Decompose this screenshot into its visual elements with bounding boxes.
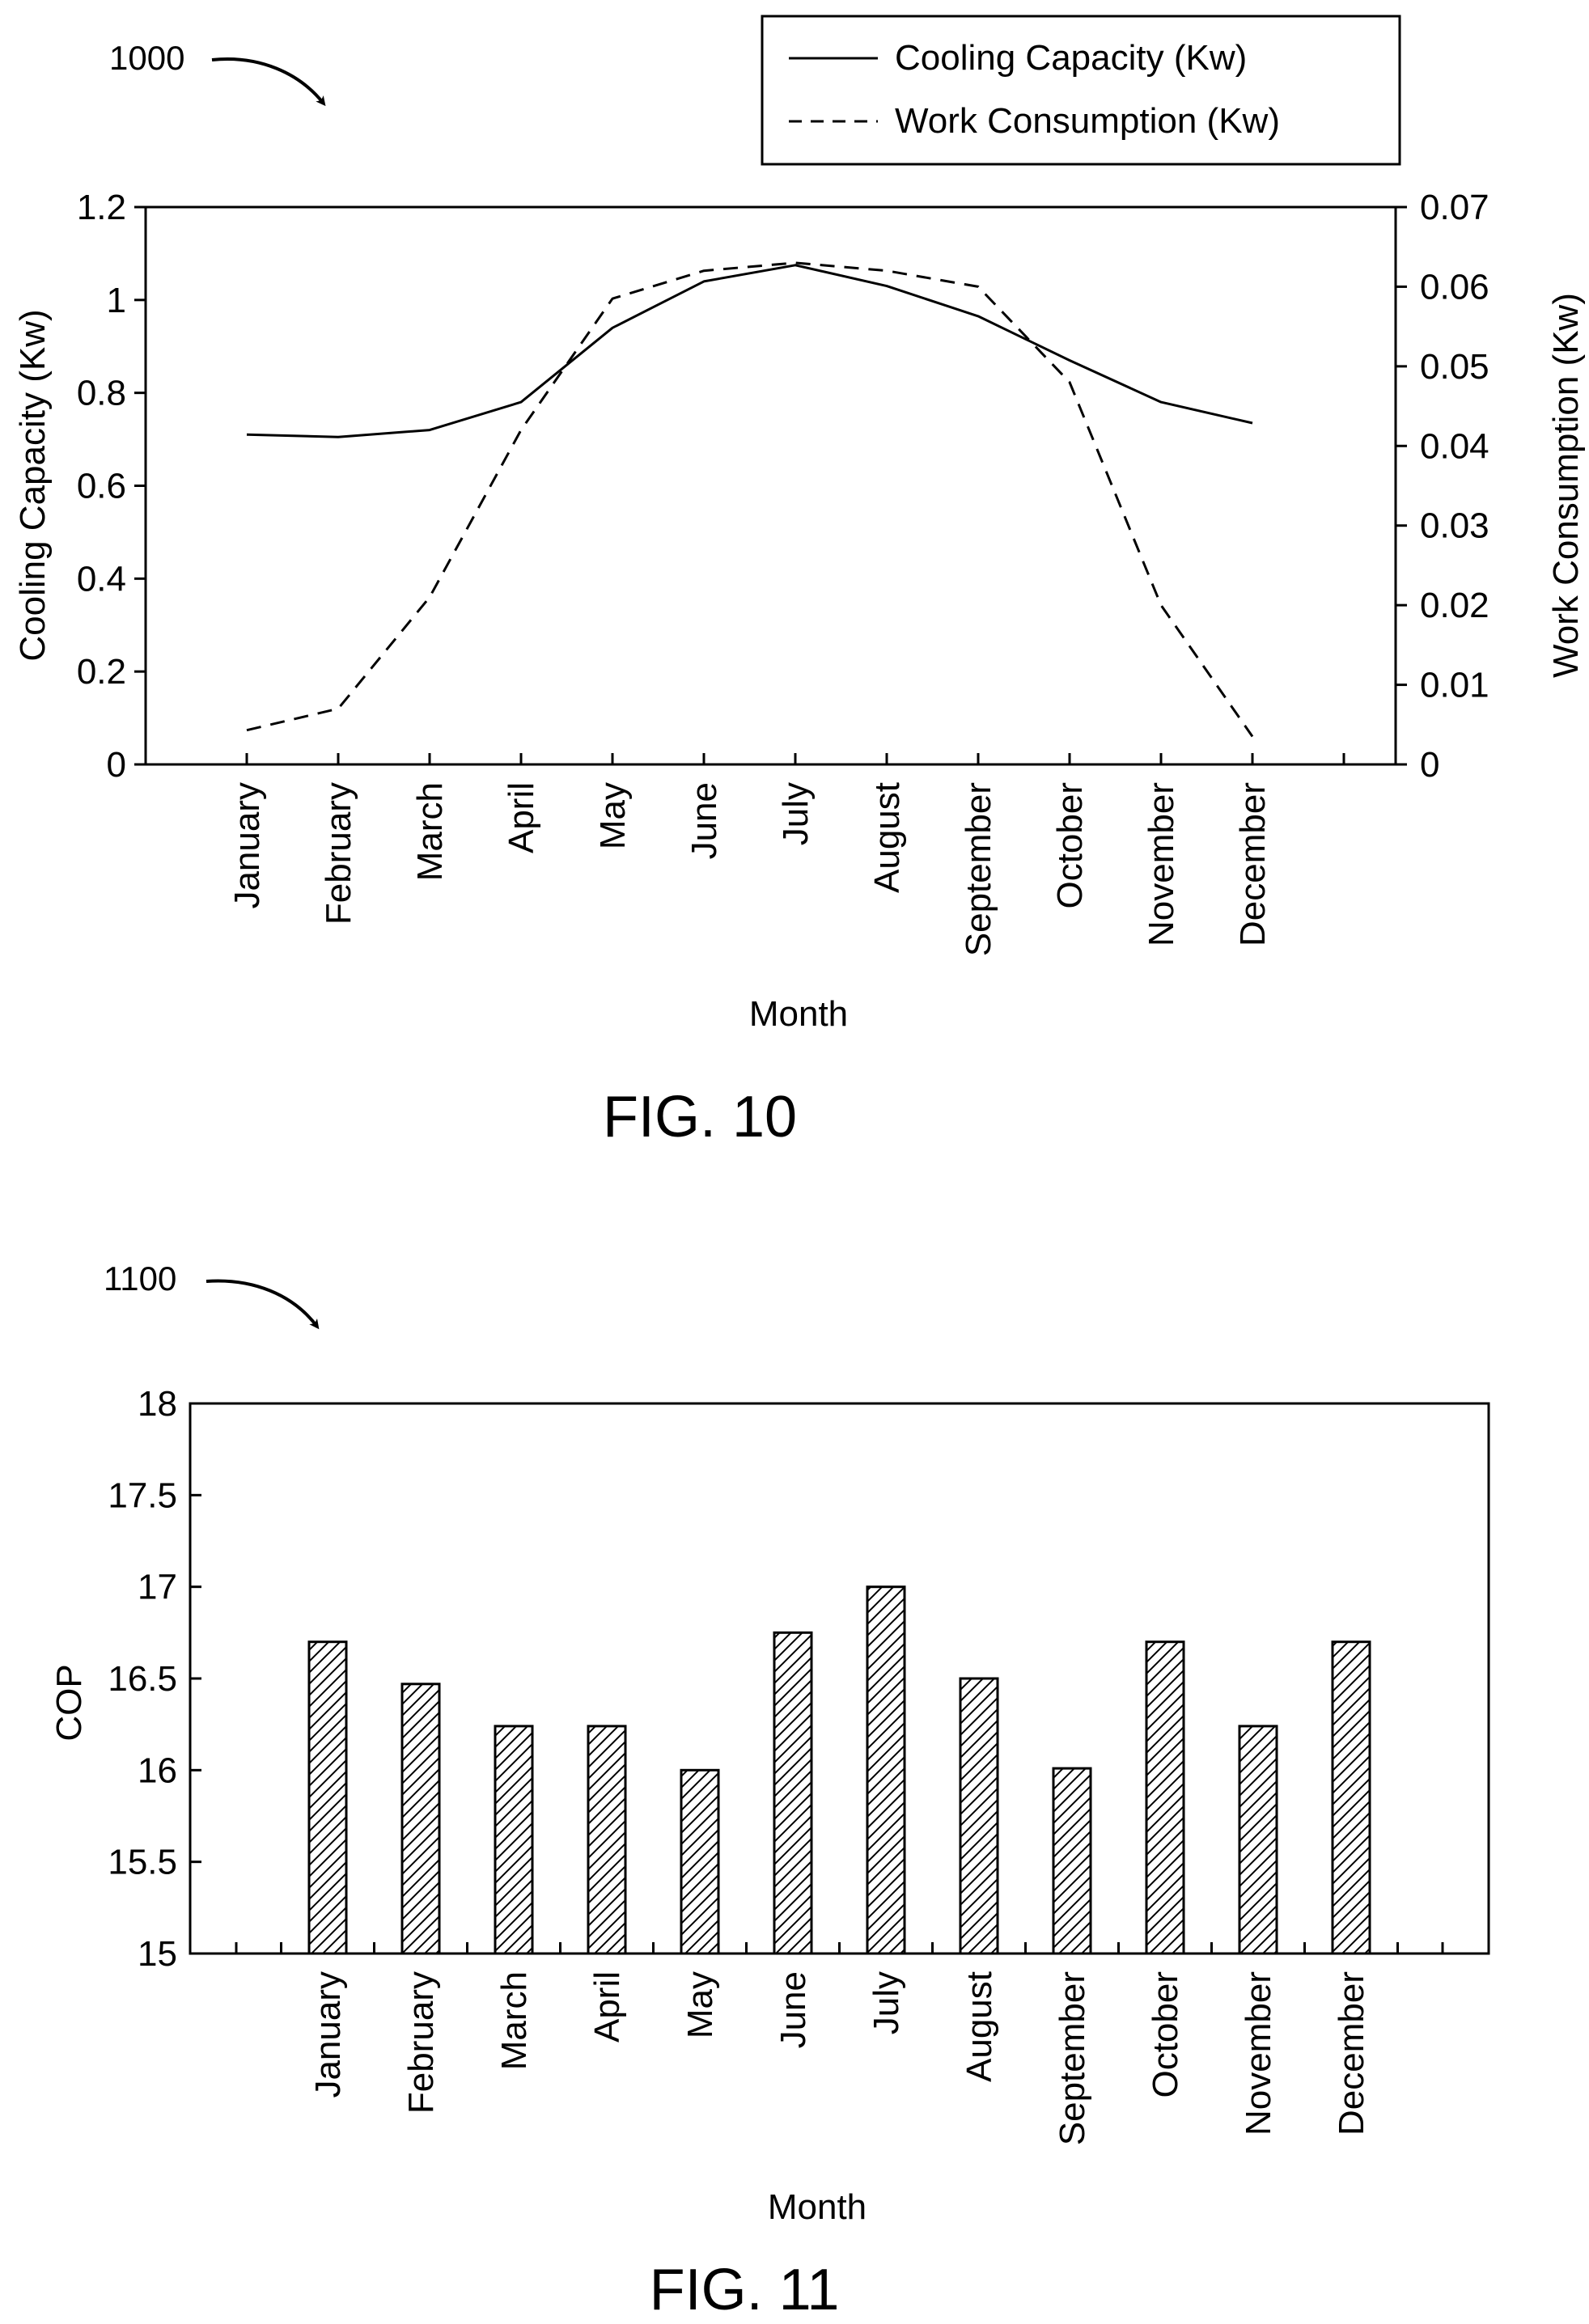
fig10-x-tick-label: May — [593, 782, 633, 849]
fig10-series — [246, 261, 1254, 738]
fig11-bar — [587, 1725, 627, 1955]
fig11-y-tick-label: 17 — [138, 1568, 177, 1607]
fig11-y-tick-label: 15.5 — [108, 1843, 177, 1882]
fig10-left-tick-label: 0 — [107, 745, 126, 785]
fig10-left-tick-label: 0.4 — [77, 559, 126, 599]
fig10-x-axis: January February March April May June July Augu… — [227, 753, 1345, 956]
fig11-x-tick-label: May — [680, 1971, 720, 2038]
fig11-x-tick-label: September — [1053, 1971, 1092, 2145]
fig11-bar — [1052, 1767, 1092, 1955]
fig10-y2-axis-title: Work Consumption (Kw) — [1546, 293, 1586, 678]
figure-11-reference: 1100 — [104, 1259, 176, 1297]
fig10-right-axis: 0 0.01 0.02 0.03 0.04 0.05 0.06 0.07 — [1396, 188, 1489, 785]
fig10-x-tick-label: July — [776, 782, 816, 845]
fig10-left-tick-label: 1.2 — [77, 188, 126, 227]
fig11-bars — [307, 1585, 1371, 1955]
fig10-legend-label-work: Work Consumption (Kw) — [895, 101, 1280, 141]
fig10-x-axis-title: Month — [749, 994, 848, 1034]
figure-11-reference-arrow — [206, 1279, 320, 1330]
fig11-y-tick-label: 17.5 — [108, 1475, 177, 1515]
fig10-series-cooling-capacity — [246, 264, 1253, 438]
fig11-x-tick-label: October — [1146, 1971, 1185, 2098]
fig11-y-tick-label: 15 — [138, 1934, 177, 1974]
fig11-bar — [400, 1683, 441, 1955]
fig10-series-work-consumption — [246, 261, 1254, 738]
fig11-bar — [866, 1585, 906, 1955]
fig10-x-tick-label: April — [502, 782, 541, 853]
fig11-bar — [1145, 1640, 1185, 1955]
fig11-bar — [307, 1640, 348, 1955]
fig10-plot-frame — [144, 205, 1397, 766]
fig10-legend-box — [761, 15, 1401, 166]
fig11-plot-frame — [189, 1402, 1490, 1955]
fig11-chart: 15 15.5 16 16.5 17 17.5 18 January February Marc… — [49, 1384, 1490, 2227]
fig10-x-tick-label: October — [1050, 782, 1090, 909]
fig11-y-axis-title: COP — [49, 1664, 89, 1741]
fig10-right-tick-label: 0.07 — [1420, 188, 1489, 227]
fig11-y-tick-label: 16.5 — [108, 1659, 177, 1699]
fig10-right-tick-label: 0.06 — [1420, 267, 1489, 307]
fig10-left-tick-label: 0.2 — [77, 652, 126, 692]
fig11-x-tick-label: December — [1332, 1971, 1371, 2136]
fig11-x-tick-label: February — [401, 1971, 441, 2114]
fig10-x-tick-label: November — [1142, 782, 1181, 946]
fig10-right-tick-label: 0.05 — [1420, 347, 1489, 387]
fig10-right-tick-label: 0.01 — [1420, 666, 1489, 705]
figure-10-caption: FIG. 10 — [603, 1085, 797, 1149]
fig11-x-tick-label: July — [867, 1971, 906, 2034]
fig10-legend-label-cooling: Cooling Capacity (Kw) — [895, 38, 1247, 78]
fig10-left-tick-label: 0.6 — [77, 467, 126, 506]
fig10-x-tick-label: December — [1233, 782, 1273, 946]
fig11-y-tick-label: 16 — [138, 1750, 177, 1790]
fig11-x-axis-title: Month — [768, 2187, 867, 2227]
fig11-y-axis: 15 15.5 16 16.5 17 17.5 18 — [108, 1384, 201, 1974]
fig11-y-tick-label: 18 — [138, 1384, 177, 1424]
fig10-right-tick-label: 0.02 — [1420, 586, 1489, 625]
fig10-x-tick-label: March — [410, 782, 450, 881]
fig11-bar — [1331, 1640, 1371, 1955]
fig10-x-tick-label: September — [959, 782, 998, 956]
fig10-right-tick-label: 0.04 — [1420, 426, 1489, 466]
fig10-right-tick-label: 0 — [1420, 745, 1439, 785]
fig11-x-tick-label: June — [773, 1971, 813, 2048]
fig11-x-tick-label: January — [308, 1971, 348, 2098]
fig10-chart: 00.20.40.60.811.2 00.010.020.030.040.050… — [13, 188, 1586, 1034]
figure-10-reference: 1000 — [109, 39, 184, 77]
fig11-x-tick-label: November — [1239, 1971, 1278, 2136]
fig11-x-tick-label: March — [494, 1971, 534, 2070]
fig11-x-axis: January February March April May June July Augu… — [235, 1942, 1444, 2145]
fig10-legend: Cooling Capacity (Kw) Work Consumption (… — [761, 15, 1401, 166]
fig10-y-axis-title: Cooling Capacity (Kw) — [13, 309, 53, 661]
fig10-x-tick-label: August — [867, 782, 907, 893]
figure-10-reference-arrow — [211, 57, 326, 107]
fig10-right-tick-label: 0.03 — [1420, 506, 1489, 546]
fig10-x-tick-label: February — [319, 782, 358, 925]
fig10-left-axis: 0 0.2 0.4 0.6 0.8 1 1.2 — [77, 188, 146, 785]
fig11-x-tick-label: April — [587, 1971, 627, 2042]
fig11-x-tick-label: August — [960, 1971, 999, 2082]
fig10-left-tick-label: 1 — [107, 281, 126, 320]
fig10-x-tick-label: June — [684, 782, 724, 859]
fig11-bar — [494, 1725, 534, 1955]
fig10-x-tick-label: January — [227, 782, 267, 909]
fig11-bar — [959, 1677, 999, 1955]
fig11-bar — [680, 1768, 720, 1955]
figure-11-caption: FIG. 11 — [650, 2258, 840, 2322]
fig11-bar — [773, 1631, 813, 1955]
fig10-left-tick-label: 0.8 — [77, 374, 126, 413]
fig11-bar — [1238, 1725, 1278, 1955]
